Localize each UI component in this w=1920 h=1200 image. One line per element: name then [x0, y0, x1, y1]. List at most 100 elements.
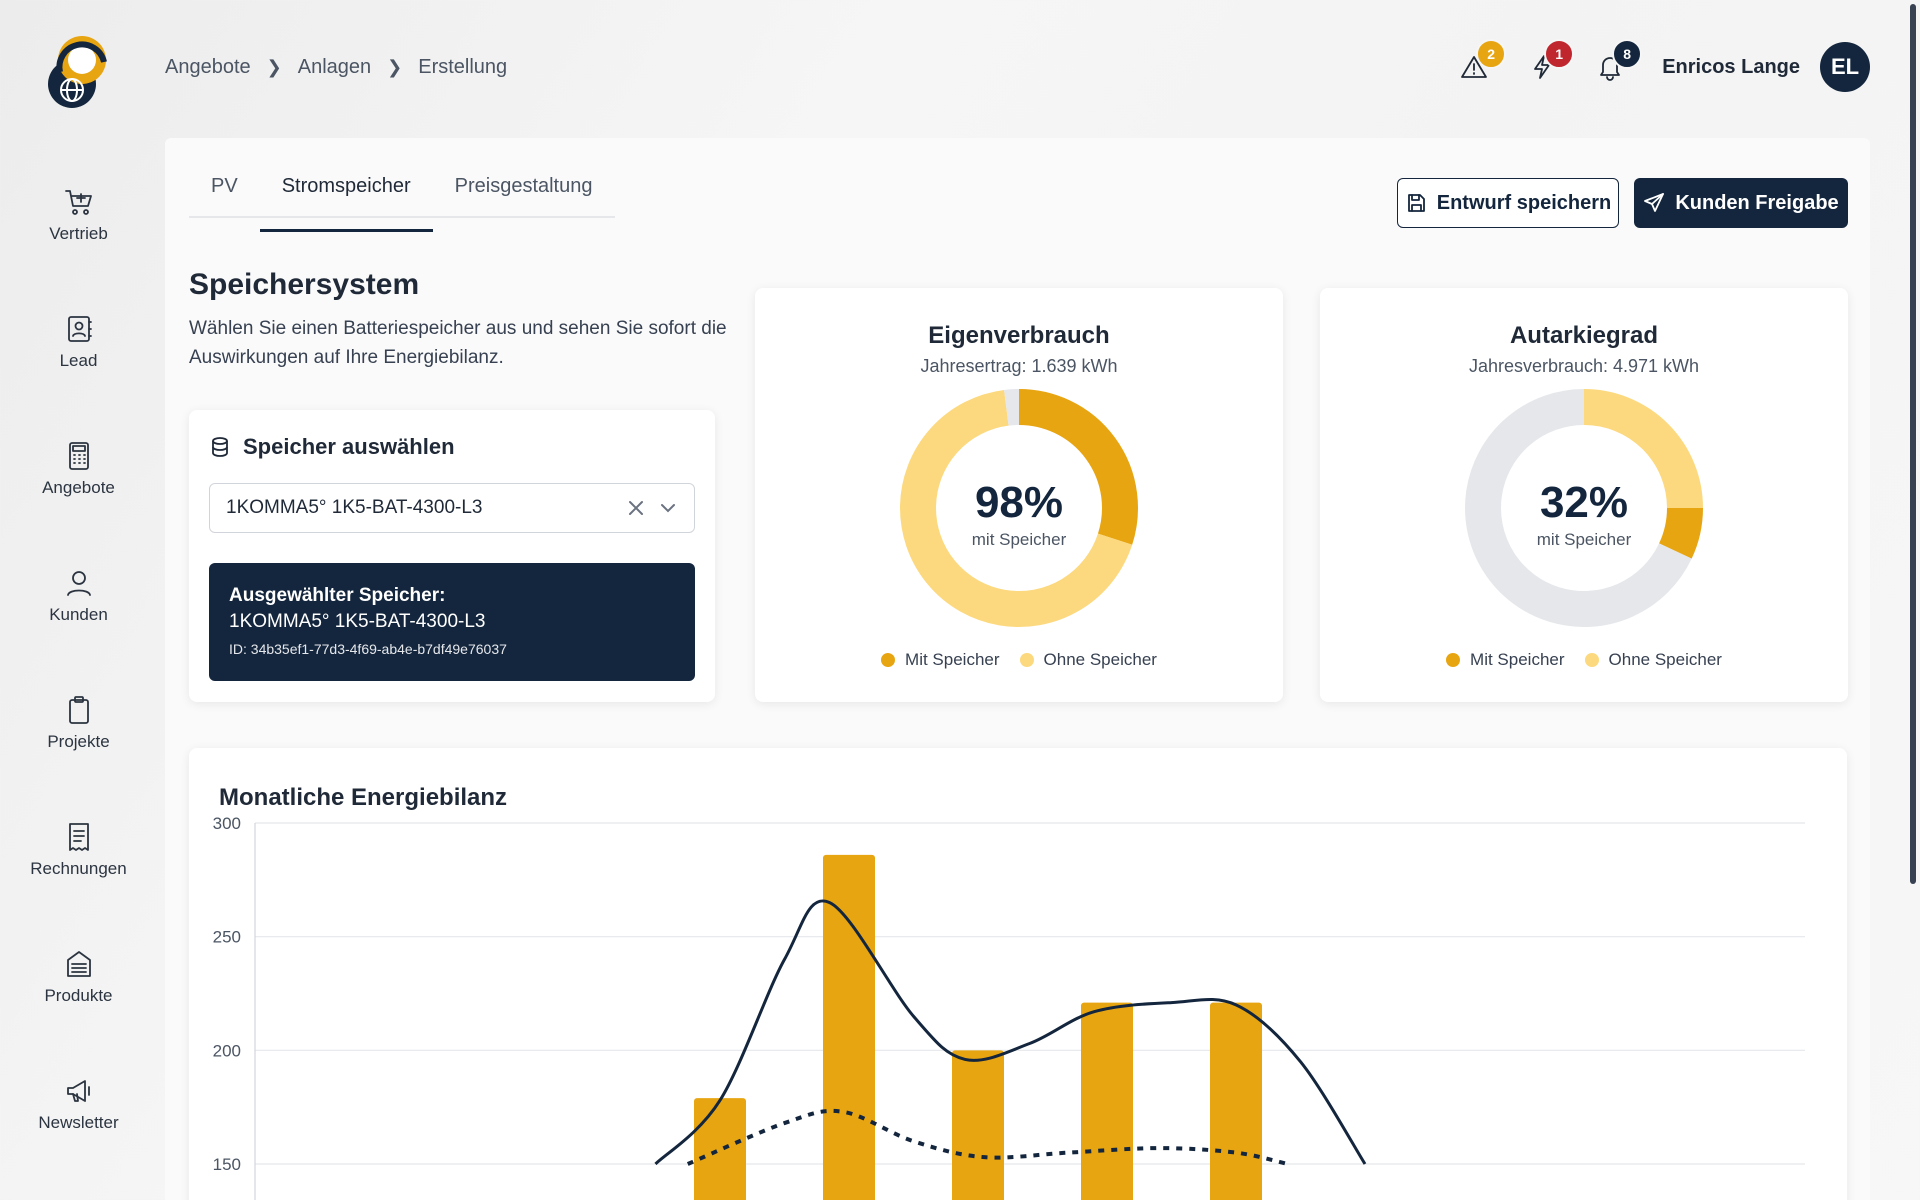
series-line-solid[interactable]: [654, 899, 1367, 1166]
clear-icon[interactable]: [626, 498, 646, 518]
sidebar-item-produkte[interactable]: Produkte: [0, 927, 157, 1027]
warnings-button[interactable]: 2: [1454, 39, 1507, 87]
donut-slice-1[interactable]: [1658, 507, 1703, 559]
page-scrollbar[interactable]: [1910, 0, 1918, 1200]
sidebar-item-label: Produkte: [44, 986, 113, 1005]
autarkiegrad-title: Autarkiegrad: [1509, 322, 1659, 349]
eigenverbrauch-percent: 98%: [974, 478, 1064, 527]
energy-balance-card: 300 250 200 150 Monatliche Energiebilanz: [189, 748, 1847, 1200]
chart-bar[interactable]: [952, 1050, 1004, 1200]
eigenverbrauch-subtitle: Jahresertrag: 1.639 kWh: [920, 356, 1118, 376]
sidebar-item-label: Projekte: [47, 732, 110, 751]
warning-icon: [1461, 56, 1488, 78]
notifications-badge: 8: [1612, 39, 1643, 69]
selected-storage-id: ID: 34b35ef1-77d3-4f69-ab4e-b7df49e76037: [229, 641, 507, 657]
series-line-dashed[interactable]: [686, 1108, 1289, 1166]
tab-pv[interactable]: PV: [211, 175, 238, 197]
y-tick-label: 300: [213, 814, 241, 833]
chevron-right-icon: ❯: [387, 57, 403, 77]
sidebar-item-label: Angebote: [42, 478, 115, 497]
customer-release-label: Kunden Freigabe: [1675, 191, 1839, 214]
storage-dropdown-value: 1KOMMA5° 1K5-BAT-4300-L3: [226, 497, 483, 518]
sidebar-item-newsletter[interactable]: Newsletter: [0, 1054, 157, 1154]
power-badge: 1: [1544, 39, 1575, 69]
donut-slice-0[interactable]: [1583, 389, 1703, 509]
breadcrumb-angebote[interactable]: Angebote: [165, 56, 251, 78]
donut-slice-2[interactable]: [1004, 389, 1020, 426]
sidebar-item-angebote[interactable]: Angebote: [0, 419, 157, 519]
receipt-icon: [68, 823, 89, 851]
legend-item-with[interactable]: Mit Speicher: [881, 650, 1000, 670]
sidebar-item-projekte[interactable]: Projekte: [0, 673, 157, 773]
save-draft-label: Entwurf speichern: [1436, 191, 1612, 214]
avatar[interactable]: EL: [1820, 42, 1870, 92]
sidebar-item-kunden[interactable]: Kunden: [0, 546, 157, 646]
legend-label: Mit Speicher: [1470, 650, 1565, 669]
storage-select-heading: Speicher auswählen: [209, 434, 455, 460]
tab-bar: PV Stromspeicher Preisgestaltung: [189, 168, 615, 232]
save-draft-button[interactable]: Entwurf speichern: [1397, 178, 1619, 228]
sidebar-item-label: Newsletter: [38, 1113, 119, 1132]
legend-item-without[interactable]: Ohne Speicher: [1019, 650, 1157, 670]
autarkiegrad-percent: 32%: [1539, 478, 1629, 527]
scrollbar-thumb[interactable]: [1910, 4, 1916, 884]
selected-storage-info: Ausgewählter Speicher: 1KOMMA5° 1K5-BAT-…: [209, 563, 695, 681]
sidebar-item-label: Rechnungen: [30, 859, 127, 878]
main-panel: PV Stromspeicher Preisgestaltung Entwurf…: [165, 138, 1870, 1200]
legend-label: Mit Speicher: [905, 650, 1000, 669]
autarkiegrad-percent-sub: mit Speicher: [1536, 530, 1632, 549]
header-actions: 2 1 8 Enricos Lange EL: [1454, 39, 1870, 92]
chart-bar[interactable]: [1210, 1002, 1262, 1200]
donut-slice-0[interactable]: [1018, 389, 1138, 545]
sidebar: Vertrieb Lead Angebote Kunden Projekte R…: [0, 0, 157, 1200]
calculator-icon: [68, 442, 89, 470]
sidebar-item-vertrieb[interactable]: Vertrieb: [0, 165, 157, 265]
legend-label: Ohne Speicher: [1043, 650, 1157, 669]
y-tick-label: 200: [213, 1041, 241, 1060]
sidebar-item-label: Lead: [59, 351, 98, 370]
save-icon: [1407, 194, 1425, 212]
legend-dot: [1584, 653, 1599, 667]
power-button[interactable]: 1: [1522, 39, 1575, 87]
autarkiegrad-subtitle: Jahresverbrauch: 4.971 kWh: [1468, 356, 1700, 376]
app-logo[interactable]: [46, 32, 112, 112]
page-title: Speichersystem: [189, 268, 420, 301]
legend-dot: [1019, 653, 1034, 667]
energy-balance-title: Monatliche Energiebilanz: [219, 784, 508, 811]
sidebar-item-lead[interactable]: Lead: [0, 292, 157, 392]
breadcrumb: Angebote ❯ Anlagen ❯ Erstellung: [165, 56, 507, 79]
send-icon: [1644, 193, 1665, 212]
tab-preisgestaltung[interactable]: Preisgestaltung: [454, 175, 593, 197]
eigenverbrauch-legend: Mit Speicher Ohne Speicher: [755, 650, 1283, 670]
legend-item-without[interactable]: Ohne Speicher: [1584, 650, 1722, 670]
energy-balance-chart: 300 250 200 150: [213, 814, 1805, 1200]
legend-dot: [1446, 653, 1461, 667]
sidebar-item-rechnungen[interactable]: Rechnungen: [0, 800, 157, 900]
donut-slice-1[interactable]: [900, 389, 1133, 627]
autarkiegrad-donut: [1465, 389, 1703, 627]
chevron-down-icon[interactable]: [658, 498, 678, 518]
legend-dot: [881, 653, 896, 667]
storage-select-card: Speicher auswählen 1KOMMA5° 1K5-BAT-4300…: [189, 410, 715, 702]
autarkiegrad-legend: Mit Speicher Ohne Speicher: [1320, 650, 1848, 670]
eigenverbrauch-title: Eigenverbrauch: [928, 322, 1110, 349]
chart-bar[interactable]: [1081, 1002, 1133, 1200]
customer-release-button[interactable]: Kunden Freigabe: [1634, 178, 1848, 228]
contact-book-icon: [67, 316, 92, 342]
legend-item-with[interactable]: Mit Speicher: [1446, 650, 1565, 670]
storage-dropdown[interactable]: 1KOMMA5° 1K5-BAT-4300-L3: [209, 483, 695, 533]
notifications-button[interactable]: 8: [1590, 39, 1643, 87]
user-name[interactable]: Enricos Lange: [1662, 55, 1800, 78]
selected-storage-name: 1KOMMA5° 1K5-BAT-4300-L3: [229, 611, 486, 632]
chart-bar[interactable]: [694, 1098, 746, 1200]
chart-bar[interactable]: [823, 854, 875, 1200]
sidebar-item-label: Kunden: [49, 605, 108, 624]
section-description: Wählen Sie einen Batteriespeicher aus un…: [189, 318, 727, 368]
legend-label: Ohne Speicher: [1608, 650, 1722, 669]
eigenverbrauch-percent-sub: mit Speicher: [971, 530, 1067, 549]
donut-slice-2[interactable]: [1465, 389, 1692, 627]
eigenverbrauch-donut: [900, 389, 1138, 627]
breadcrumb-anlagen[interactable]: Anlagen: [297, 56, 372, 78]
tab-stromspeicher[interactable]: Stromspeicher: [259, 168, 433, 232]
breadcrumb-erstellung[interactable]: Erstellung: [418, 56, 508, 78]
